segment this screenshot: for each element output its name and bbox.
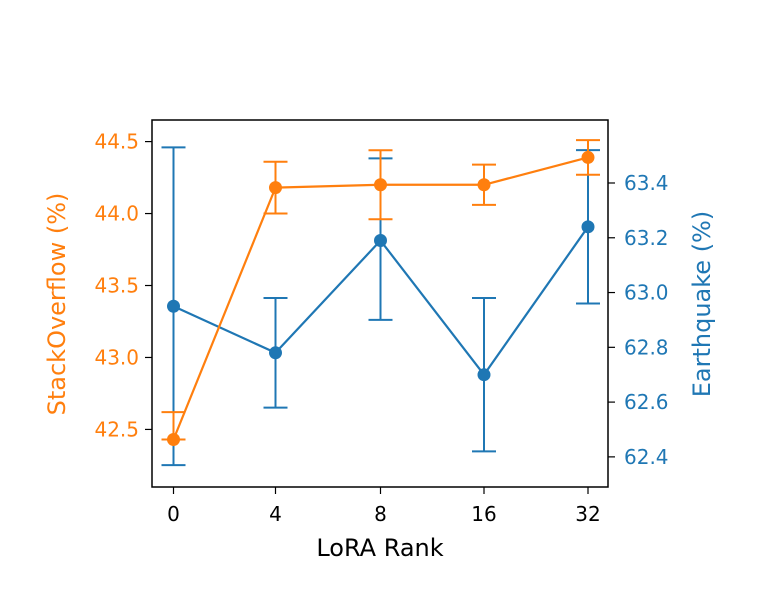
stackoverflow-point-16 [477,178,491,192]
x-tick-label-32: 32 [575,502,600,526]
stackoverflow-point-4 [269,181,282,195]
stackoverflow-point-32 [581,150,595,164]
x-tick-label-4: 4 [269,502,282,526]
y-right-tick-label-63.4: 63.4 [624,171,669,195]
earthquake-point-0 [167,299,180,313]
y-left-tick-label-42.5: 42.5 [94,417,139,441]
y-right-tick-label-62.8: 62.8 [624,335,669,359]
x-axis-label: LoRA Rank [316,534,443,562]
stackoverflow-series-layer [161,139,600,447]
y-axis-left-label: StackOverflow (%) [43,193,71,416]
y-right-tick-label-63.2: 63.2 [624,226,669,250]
y-left-tick-label-43.0: 43.0 [94,345,139,369]
y-left-tick-label-44.0: 44.0 [94,202,139,226]
y-left-tick-label-43.5: 43.5 [94,274,139,298]
stackoverflow-point-8 [374,178,387,192]
earthquake-point-16 [477,368,491,382]
x-tick-label-8: 8 [374,502,387,526]
x-tick-label-0: 0 [167,502,180,526]
y-left-tick-label-44.5: 44.5 [94,130,139,154]
earthquake-point-32 [581,220,595,234]
earthquake-point-4 [269,346,282,360]
earthquake-point-8 [374,234,387,248]
stackoverflow-point-0 [167,433,180,447]
x-tick-label-16: 16 [471,502,496,526]
axis-ticks-layer: 0 4 8 16 32 42.5 43.0 43.5 44.0 44.5 62.4 62.6 62.8 6… [94,130,668,526]
plot-area-frame [151,119,609,488]
y-right-tick-label-62.4: 62.4 [624,445,669,469]
y-right-tick-label-62.6: 62.6 [624,390,669,414]
y-axis-right-label: Earthquake (%) [688,211,716,397]
y-right-tick-label-63.0: 63.0 [624,281,669,305]
